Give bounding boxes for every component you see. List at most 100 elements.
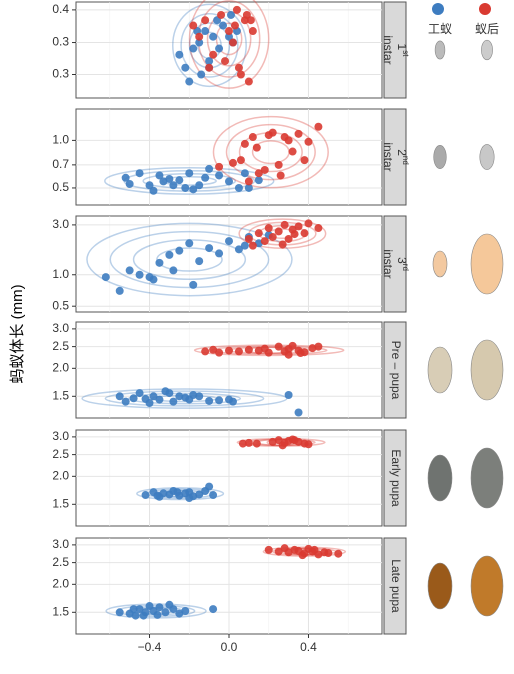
point — [215, 44, 224, 53]
point — [284, 350, 293, 359]
density-contour — [215, 22, 243, 56]
point — [314, 224, 323, 233]
point — [141, 394, 150, 403]
strip-background — [383, 108, 407, 206]
point — [149, 392, 158, 401]
point — [226, 10, 235, 19]
point — [189, 44, 198, 53]
point — [197, 70, 206, 79]
worker-icon — [434, 40, 446, 60]
point — [215, 396, 224, 405]
point — [246, 16, 255, 25]
point — [141, 491, 150, 500]
point — [181, 63, 190, 72]
worker-icon — [427, 562, 453, 610]
point — [298, 551, 307, 560]
point — [139, 611, 148, 620]
point — [209, 32, 218, 41]
point — [244, 183, 253, 192]
point — [228, 158, 237, 167]
y-tick-label: 1.5 — [52, 388, 69, 402]
point — [294, 222, 303, 231]
point — [175, 392, 184, 401]
point — [268, 128, 277, 137]
point — [264, 545, 273, 554]
point — [290, 436, 299, 445]
point — [201, 347, 210, 356]
y-tick-label: 0.5 — [52, 298, 69, 312]
point — [165, 250, 174, 259]
point — [284, 136, 293, 145]
y-tick-label: 2.5 — [52, 339, 69, 353]
point — [205, 164, 214, 173]
point — [209, 491, 218, 500]
point — [244, 177, 253, 186]
point — [161, 608, 170, 617]
point — [149, 275, 158, 284]
point — [175, 609, 184, 618]
point — [149, 186, 158, 195]
point — [274, 547, 283, 556]
point — [219, 21, 228, 30]
point — [205, 244, 214, 253]
point — [209, 50, 218, 59]
y-tick-label: 3.0 — [52, 537, 69, 551]
point — [161, 387, 170, 396]
point — [185, 77, 194, 86]
point — [310, 545, 319, 554]
queen-icon — [481, 39, 493, 61]
point — [153, 491, 162, 500]
point — [296, 349, 305, 358]
density-contour — [109, 230, 270, 289]
point — [195, 38, 204, 47]
point — [225, 27, 233, 36]
x-tick-label: −0.4 — [138, 640, 162, 654]
y-tick-label: 0.4 — [52, 2, 69, 16]
point — [221, 57, 230, 66]
point — [155, 395, 164, 404]
point — [324, 548, 333, 557]
point — [217, 10, 226, 19]
strip-ordinal: 3 — [395, 257, 409, 264]
point — [209, 605, 218, 614]
point — [181, 183, 190, 192]
density-contour — [225, 123, 316, 181]
point — [155, 171, 164, 180]
point — [234, 347, 243, 356]
density-contour — [212, 115, 329, 189]
point — [189, 391, 198, 400]
point — [205, 482, 214, 491]
point — [240, 241, 249, 250]
point — [334, 549, 343, 558]
point — [135, 605, 144, 614]
legend-swatch — [479, 3, 491, 15]
point — [314, 122, 323, 131]
point — [125, 266, 134, 275]
point — [225, 237, 233, 246]
y-tick-label: 1.5 — [52, 496, 69, 510]
point — [254, 176, 263, 185]
point — [129, 394, 138, 403]
y-tick-label: 0.3 — [52, 67, 69, 81]
y-tick-label: 2.5 — [52, 555, 69, 569]
point — [244, 77, 253, 86]
point — [284, 391, 293, 400]
point — [278, 240, 287, 249]
y-tick-label: 3.0 — [52, 217, 69, 231]
point — [215, 348, 224, 357]
point — [225, 32, 233, 41]
point — [195, 32, 204, 41]
strip: Late pupa — [389, 559, 403, 613]
x-tick-label: 0.4 — [300, 640, 317, 654]
strip-label: 2nd — [395, 149, 410, 165]
point — [260, 237, 269, 246]
point — [145, 181, 154, 190]
point — [205, 396, 214, 405]
point — [173, 488, 182, 497]
strip-label: 3rd — [395, 257, 410, 271]
point — [215, 162, 224, 171]
point — [294, 408, 303, 417]
point — [175, 50, 184, 59]
point — [121, 173, 130, 182]
strip-label: instar — [381, 142, 395, 171]
